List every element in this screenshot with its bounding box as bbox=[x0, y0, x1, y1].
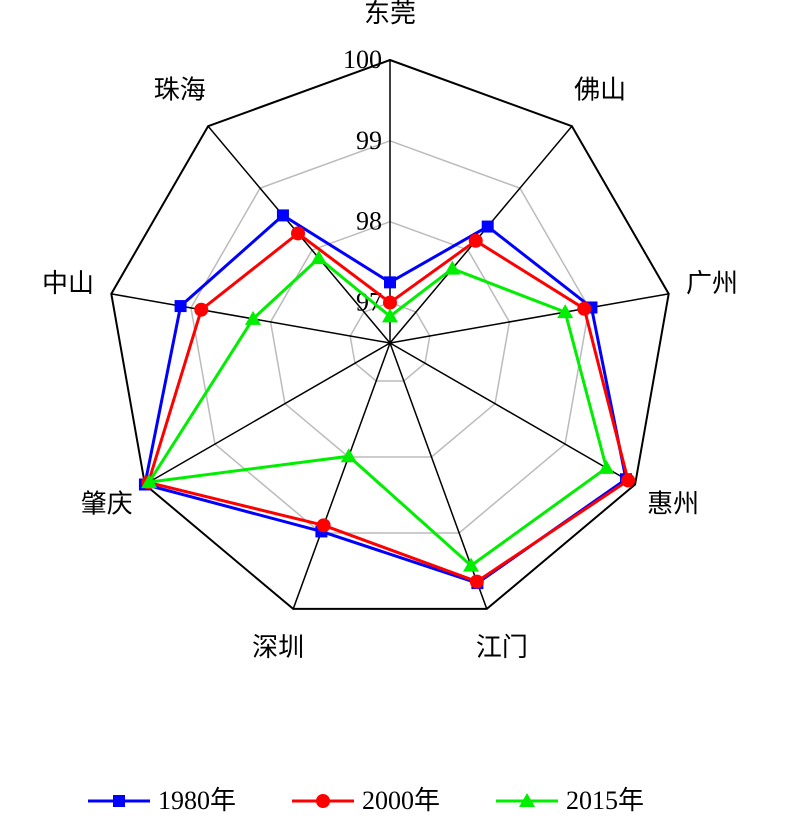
data-point bbox=[141, 474, 158, 489]
data-point bbox=[194, 302, 209, 317]
category-label: 中山 bbox=[42, 269, 94, 298]
data-point bbox=[383, 295, 397, 310]
data-point bbox=[245, 310, 262, 325]
spoke bbox=[389, 125, 573, 344]
legend-label: 2000年 bbox=[362, 786, 440, 815]
legend-marker bbox=[113, 795, 125, 807]
r-tick-label: 100 bbox=[343, 45, 382, 74]
data-point bbox=[276, 209, 289, 222]
category-label: 广州 bbox=[686, 269, 738, 298]
series-line bbox=[146, 231, 630, 584]
grid-ring bbox=[190, 140, 590, 534]
data-point bbox=[444, 260, 461, 275]
data-point bbox=[463, 557, 480, 572]
data-point bbox=[291, 226, 306, 241]
data-point bbox=[382, 308, 398, 323]
spoke bbox=[389, 293, 669, 344]
category-label: 东莞 bbox=[364, 0, 416, 28]
category-label: 江门 bbox=[476, 633, 528, 662]
grid-ring bbox=[269, 220, 511, 458]
data-point bbox=[621, 473, 636, 488]
category-label: 佛山 bbox=[574, 75, 626, 104]
category-label: 深圳 bbox=[252, 633, 304, 662]
legend-marker bbox=[519, 793, 535, 807]
data-point bbox=[481, 220, 494, 233]
data-point bbox=[598, 459, 615, 474]
outer-ring bbox=[110, 58, 670, 610]
data-point bbox=[310, 250, 327, 265]
legend-marker bbox=[316, 794, 330, 808]
r-tick-label: 98 bbox=[356, 207, 382, 236]
data-point bbox=[384, 276, 396, 289]
series-line bbox=[143, 213, 628, 585]
grid-ring bbox=[349, 301, 431, 382]
legend-label: 2015年 bbox=[566, 786, 644, 815]
category-label: 珠海 bbox=[154, 75, 206, 104]
series-line bbox=[146, 256, 609, 568]
r-tick-label: 99 bbox=[356, 126, 382, 155]
data-point bbox=[340, 448, 357, 463]
data-point bbox=[557, 304, 574, 319]
spoke bbox=[292, 342, 391, 610]
data-point bbox=[469, 574, 484, 589]
category-label: 肇庆 bbox=[81, 489, 133, 518]
spoke bbox=[389, 342, 636, 486]
spoke bbox=[144, 342, 391, 486]
data-point bbox=[174, 300, 187, 313]
data-point bbox=[577, 301, 592, 316]
data-point bbox=[468, 233, 483, 248]
legend-label: 1980年 bbox=[158, 786, 236, 815]
category-label: 惠州 bbox=[647, 489, 699, 518]
data-point bbox=[316, 518, 331, 533]
